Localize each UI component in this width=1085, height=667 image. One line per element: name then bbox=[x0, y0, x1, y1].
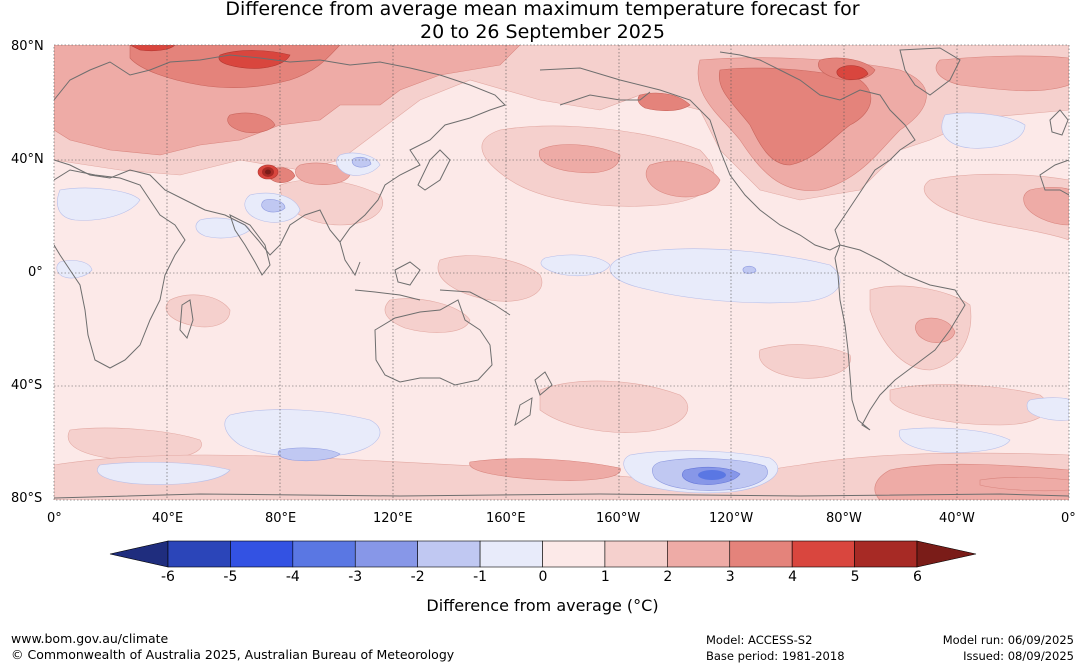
colorbar-swatch bbox=[230, 540, 294, 568]
colorbar-swatch bbox=[292, 540, 356, 568]
colorbar-swatch bbox=[542, 540, 606, 568]
lat-label-40s: 40°S bbox=[11, 378, 43, 393]
lon-label-0-left: 0° bbox=[47, 511, 62, 526]
anomaly-minus4-minus3 bbox=[698, 470, 726, 480]
anomaly-field bbox=[54, 45, 1069, 500]
lon-label-80e: 80°E bbox=[265, 511, 297, 526]
colorbar-tick-label: -5 bbox=[223, 569, 238, 585]
colorbar-swatch bbox=[479, 540, 543, 568]
coastlines bbox=[54, 47, 1069, 499]
colorbar-swatch bbox=[604, 540, 668, 568]
footer-issued: Issued: 08/09/2025 bbox=[963, 649, 1074, 663]
lat-label-0: 0° bbox=[28, 265, 43, 280]
colorbar-tick-label: 0 bbox=[538, 569, 548, 585]
colorbar-tick-label: 2 bbox=[663, 569, 673, 585]
colorbar-tick-label: -4 bbox=[285, 569, 300, 585]
colorbar-swatch bbox=[854, 540, 918, 568]
colorbar-tick-label: -1 bbox=[473, 569, 488, 585]
colorbar-swatch bbox=[417, 540, 481, 568]
colorbar-tick-label: 1 bbox=[600, 569, 610, 585]
colorbar-extend-high bbox=[916, 540, 977, 568]
lon-label-160w: 160°W bbox=[596, 511, 641, 526]
colorbar-swatch bbox=[354, 540, 418, 568]
footer-model-run: Model run: 06/09/2025 bbox=[942, 633, 1074, 647]
lon-label-40w: 40°W bbox=[939, 511, 975, 526]
colorbar-tick-label: -2 bbox=[410, 569, 425, 585]
lon-label-120w: 120°W bbox=[709, 511, 754, 526]
colorbar-tick-label: 5 bbox=[850, 569, 860, 585]
footer-url: www.bom.gov.au/climate bbox=[11, 631, 169, 646]
colorbar bbox=[109, 540, 977, 568]
footer-copyright: © Commonwealth of Australia 2025, Austra… bbox=[11, 647, 455, 662]
lon-label-0-right: 0° bbox=[1061, 511, 1076, 526]
lat-label-80n: 80°N bbox=[11, 39, 44, 54]
colorbar-tick-label: -6 bbox=[161, 569, 175, 585]
colorbar-tick-label: 6 bbox=[913, 569, 922, 585]
lon-label-40e: 40°E bbox=[152, 511, 184, 526]
colorbar-swatch bbox=[167, 540, 231, 568]
lat-label-80s: 80°S bbox=[11, 491, 43, 506]
colorbar-swatch bbox=[667, 540, 731, 568]
colorbar-title: Difference from average (°C) bbox=[426, 596, 659, 615]
map-frame bbox=[53, 44, 1070, 501]
lon-label-80w: 80°W bbox=[826, 511, 862, 526]
lon-label-120e: 120°E bbox=[373, 511, 413, 526]
lon-label-160e: 160°E bbox=[486, 511, 526, 526]
map-title-line2: 20 to 26 September 2025 bbox=[420, 21, 665, 43]
graticule bbox=[54, 45, 1069, 500]
map-title-line1: Difference from average mean maximum tem… bbox=[225, 0, 860, 20]
lat-label-40n: 40°N bbox=[11, 152, 44, 167]
colorbar-tick-label: 4 bbox=[788, 569, 798, 585]
anomaly-minus1-0 bbox=[56, 112, 1069, 494]
colorbar-swatch bbox=[791, 540, 855, 568]
footer-model: Model: ACCESS-S2 bbox=[706, 633, 813, 647]
colorbar-extend-low bbox=[109, 540, 169, 568]
colorbar-tick-label: 3 bbox=[725, 569, 735, 585]
footer-base-period: Base period: 1981-2018 bbox=[706, 649, 845, 663]
anomaly-above-6 bbox=[265, 169, 271, 175]
colorbar-swatch bbox=[729, 540, 793, 568]
colorbar-tick-label: -3 bbox=[348, 569, 363, 585]
